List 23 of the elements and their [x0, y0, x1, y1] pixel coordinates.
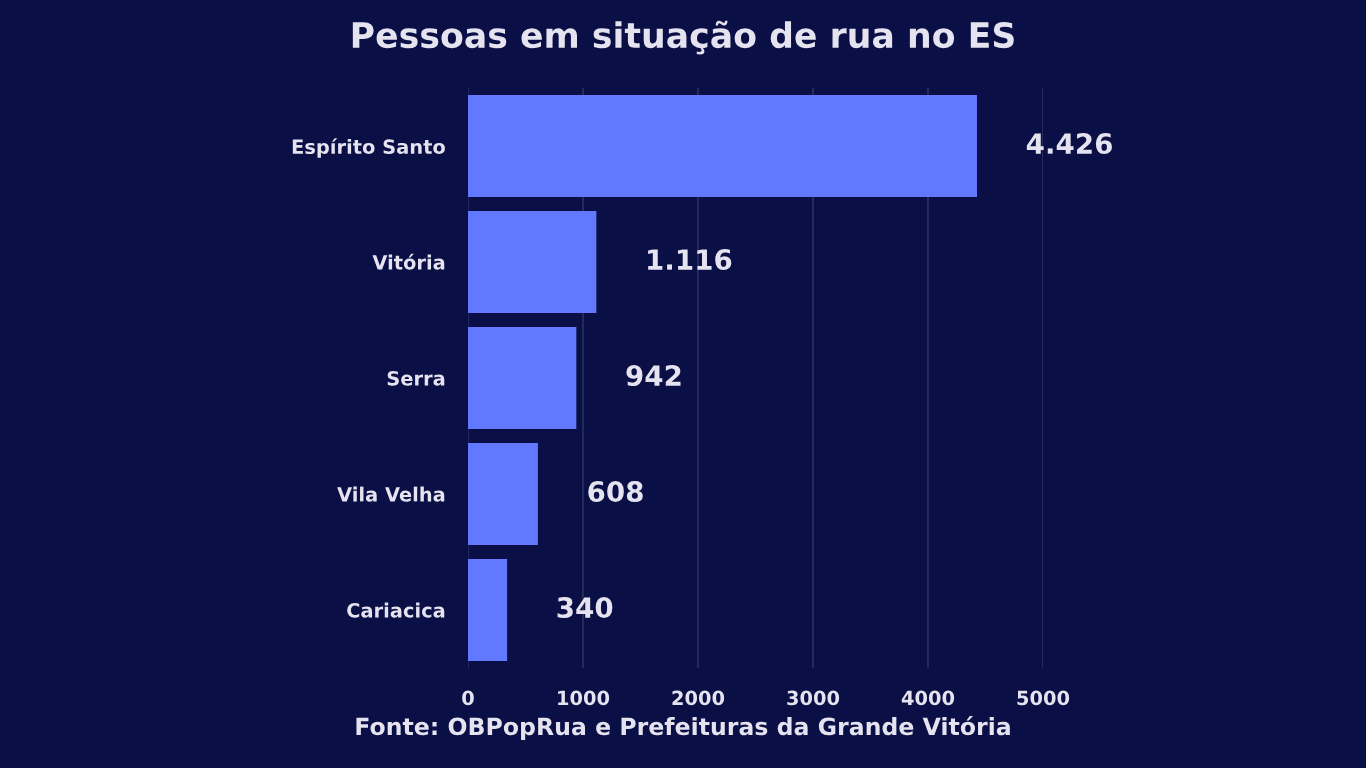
data-label: 340 — [557, 597, 613, 619]
x-tick-label: 3000 — [787, 690, 840, 706]
y-tick-label: Vitória — [372, 253, 445, 270]
data-label: 942 — [626, 365, 681, 387]
y-tick-label: Cariacica — [347, 602, 445, 618]
data-label: 4.426 — [1026, 133, 1112, 155]
x-tick-label: 5000 — [1017, 690, 1070, 706]
bar — [468, 210, 597, 314]
x-tick-label: 2000 — [672, 690, 725, 706]
x-tick-label: 4000 — [901, 690, 955, 706]
y-tick-label: Espírito Santo — [292, 138, 445, 158]
bar — [468, 94, 977, 198]
y-tick-label: Serra — [387, 370, 445, 386]
data-label: 608 — [588, 481, 643, 503]
x-tick-label: 0 — [462, 690, 474, 706]
x-tick-label: 1000 — [558, 690, 610, 706]
bar — [468, 558, 508, 662]
bar — [468, 326, 577, 430]
y-tick-label: Vila Velha — [337, 486, 445, 502]
source-note: Fonte: OBPopRua e Prefeituras da Grande Vitória — [356, 716, 1010, 740]
bar — [468, 442, 538, 546]
data-label: 1.116 — [648, 249, 732, 271]
chart-title: Pessoas em situação de rua no ES — [352, 20, 1014, 55]
